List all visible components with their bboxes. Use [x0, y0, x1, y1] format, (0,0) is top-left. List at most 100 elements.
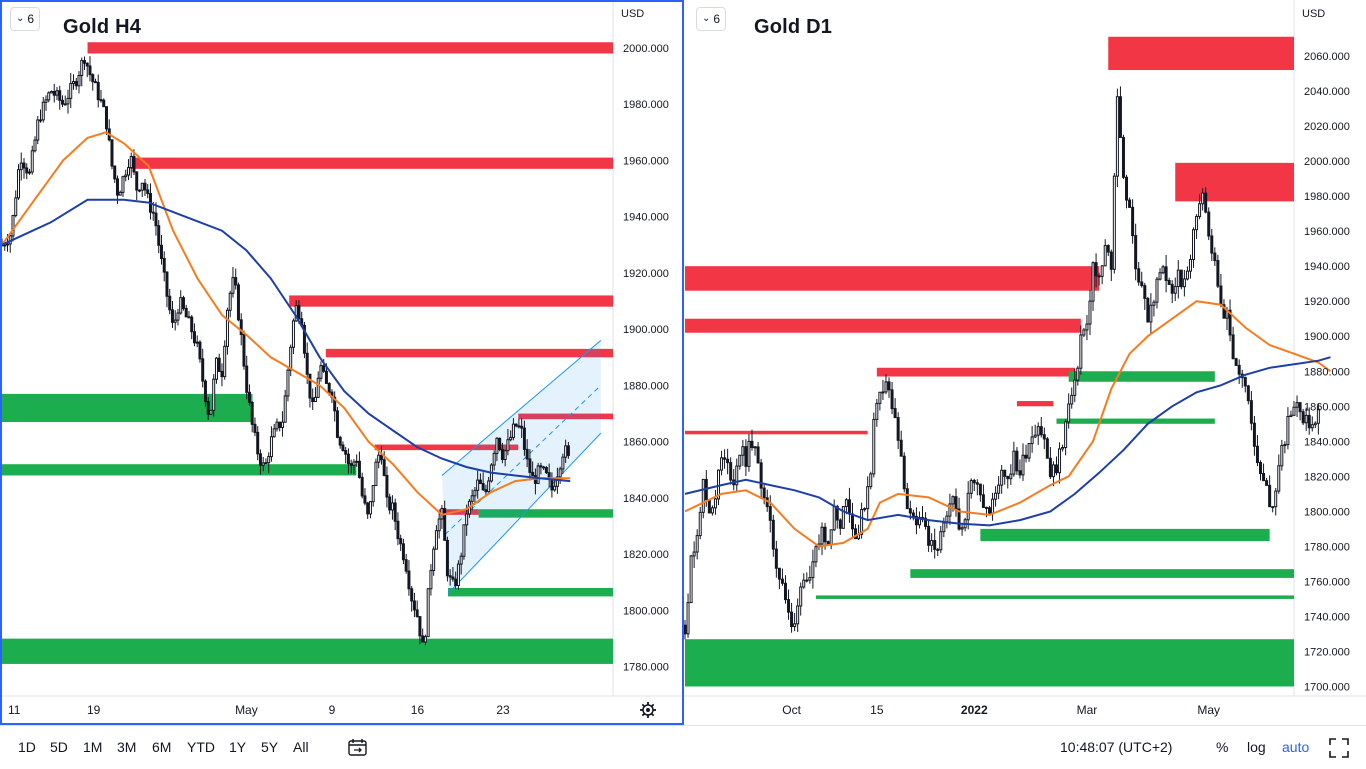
candle-body	[805, 579, 809, 582]
candle-body	[275, 421, 279, 430]
candle-body	[869, 473, 873, 488]
candle-body	[1012, 450, 1016, 475]
candle-body	[1198, 203, 1202, 217]
candle-body	[710, 507, 714, 514]
candle-body	[1280, 444, 1284, 467]
chart-canvas-d1[interactable]: USD 2060.000 2040.000 2020.000 2000.000 1980.…	[684, 0, 1366, 725]
support-zone	[1068, 371, 1215, 382]
candle-body	[686, 602, 690, 635]
candle-body	[418, 616, 422, 637]
candle-body	[872, 418, 876, 475]
candle-body	[771, 519, 775, 550]
candle-body	[1039, 426, 1043, 436]
candle-body	[1207, 211, 1211, 237]
moving-average-fast	[684, 300, 1332, 548]
candle-body	[1088, 300, 1092, 325]
candle-body	[1115, 96, 1119, 177]
x-tick-label: 23	[496, 703, 510, 717]
candle-body	[396, 520, 400, 540]
chevron-down-icon: ⌄	[702, 13, 711, 24]
percent-toggle[interactable]: %	[1216, 739, 1229, 755]
candle-body	[212, 378, 216, 411]
candle-body	[1143, 285, 1147, 299]
candle-body	[506, 439, 510, 452]
support-zone	[685, 639, 1294, 687]
chart-panel-gold-d1[interactable]: USD 2060.000 2040.000 2020.000 2000.000 1980.…	[684, 0, 1366, 725]
candle-body	[1301, 411, 1305, 424]
candle-body	[69, 82, 73, 99]
y-tick-label: 1900.000	[623, 324, 669, 336]
candle-body	[1213, 252, 1217, 262]
candle-body	[99, 99, 103, 102]
range-button-all[interactable]: All	[293, 739, 309, 755]
candle-body	[942, 522, 946, 533]
range-button-1y[interactable]: 1Y	[229, 739, 247, 755]
candle-body	[261, 462, 265, 466]
range-button-5d[interactable]: 5D	[50, 739, 68, 755]
range-button-6m[interactable]: 6M	[152, 739, 172, 755]
candle-body	[756, 446, 760, 464]
candle-body	[960, 527, 964, 530]
candle-body	[1134, 235, 1138, 270]
chart-canvas-h4[interactable]: USD 2000.000 1980.000 1960.000 1940.000 1920.…	[0, 0, 684, 725]
chart-panel-gold-h4[interactable]: USD 2000.000 1980.000 1960.000 1940.000 1920.…	[0, 0, 684, 725]
candle-body	[1295, 402, 1299, 408]
auto-toggle[interactable]: auto	[1282, 739, 1310, 755]
candle-body	[115, 178, 119, 196]
candle-body	[1024, 454, 1028, 459]
x-tick-label: 11	[8, 703, 21, 717]
interval-badge[interactable]: ⌄ 6	[696, 7, 727, 31]
chart-title: Gold D1	[754, 16, 833, 38]
candle-body	[481, 483, 485, 491]
candle-body	[777, 567, 781, 580]
candle-body	[1286, 416, 1290, 446]
calendar-range-icon[interactable]	[347, 738, 369, 758]
candle-body	[16, 169, 20, 199]
y-tick-label: 1860.000	[1304, 401, 1350, 413]
range-button-1d[interactable]: 1D	[18, 739, 36, 755]
candle-body	[357, 460, 361, 478]
gear-icon[interactable]	[640, 702, 656, 718]
candle-body	[407, 570, 411, 590]
candle-body	[1118, 96, 1122, 138]
support-zone	[478, 509, 613, 518]
candle-body	[1259, 462, 1263, 475]
candle-body	[429, 569, 433, 590]
candle-body	[476, 479, 480, 491]
candle-body	[27, 171, 31, 174]
clock-time[interactable]: 10:48:07 (UTC+2)	[1060, 739, 1173, 755]
candle-body	[203, 380, 207, 402]
candle-body	[382, 459, 386, 476]
y-tick-label: 1960.000	[623, 155, 669, 167]
moving-average-fast	[1, 131, 571, 516]
candle-body	[1137, 268, 1141, 283]
candle-body	[286, 369, 290, 397]
resistance-zone	[685, 266, 1100, 291]
candle-body	[558, 468, 562, 478]
candle-body	[544, 467, 548, 474]
candle-body	[443, 508, 447, 541]
candle-body	[933, 540, 937, 550]
candle-body	[823, 526, 827, 543]
resistance-zone	[325, 348, 613, 358]
candle-body	[1289, 414, 1293, 418]
candle-body	[93, 81, 97, 84]
candle-body	[890, 389, 894, 410]
range-button-3m[interactable]: 3M	[117, 739, 137, 755]
interval-badge[interactable]: ⌄ 6	[10, 7, 41, 31]
candle-body	[850, 513, 854, 530]
range-button-5y[interactable]: 5Y	[261, 739, 279, 755]
candle-body	[113, 165, 117, 180]
candle-body	[1076, 367, 1080, 381]
support-zone	[1056, 418, 1215, 424]
range-button-1m[interactable]: 1M	[83, 739, 103, 755]
candle-body	[349, 463, 353, 466]
log-toggle[interactable]: log	[1247, 739, 1266, 755]
chart-title: Gold H4	[63, 16, 142, 38]
candle-body	[1179, 269, 1183, 288]
candle-body	[689, 555, 693, 604]
range-button-ytd[interactable]: YTD	[187, 739, 215, 755]
candle-body	[539, 465, 543, 468]
candle-body	[1091, 262, 1095, 302]
fullscreen-icon[interactable]	[1328, 737, 1350, 759]
